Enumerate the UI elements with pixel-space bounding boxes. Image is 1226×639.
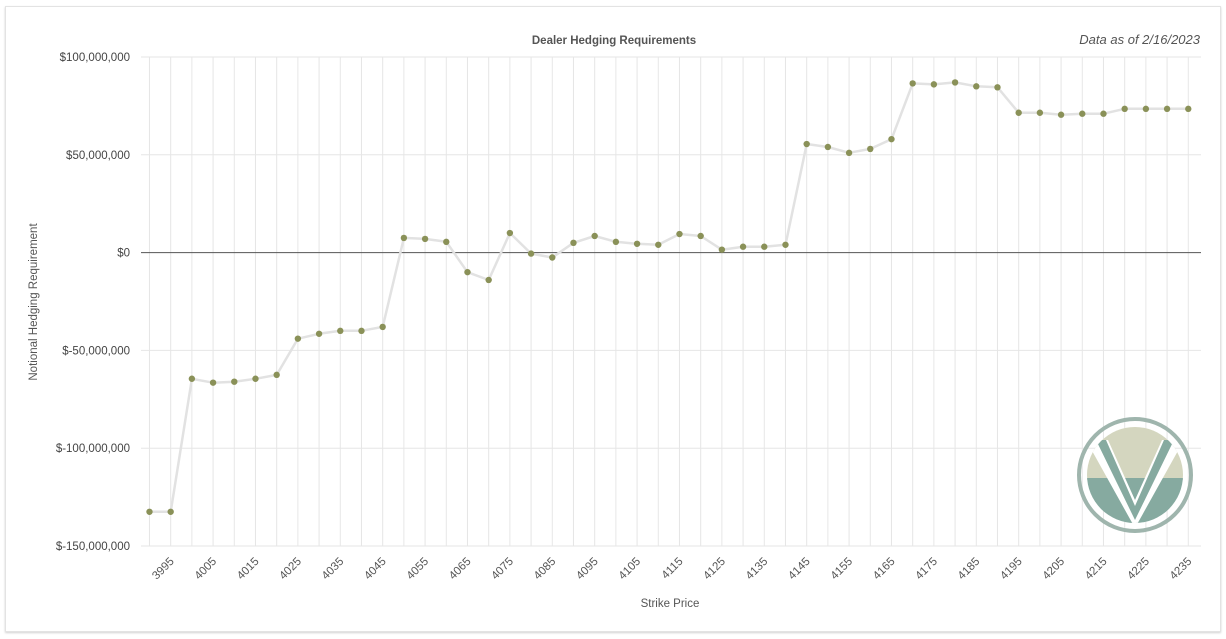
x-axis-ticks: 3995 4005 4015 4025 4035 4045 4055 4065 4075 4085…	[150, 556, 1194, 583]
x-tick-label: 4095	[574, 556, 601, 583]
data-point[interactable]	[1163, 105, 1171, 113]
data-point[interactable]	[1121, 105, 1128, 113]
x-tick-label: 4155	[829, 556, 856, 583]
data-point[interactable]	[1015, 109, 1022, 116]
data-point[interactable]	[655, 241, 662, 248]
y-tick-label: $-50,000,000	[62, 345, 130, 357]
data-point[interactable]	[633, 240, 641, 247]
y-tick-label: $-100,000,000	[56, 443, 130, 455]
data-point[interactable]	[188, 375, 196, 382]
data-point[interactable]	[1185, 105, 1192, 113]
data-point[interactable]	[485, 276, 492, 284]
data-point[interactable]	[379, 323, 386, 331]
x-tick-label: 4135	[744, 556, 771, 583]
x-tick-label: 4085	[532, 556, 559, 583]
x-tick-label: 4205	[1041, 556, 1068, 583]
data-point[interactable]	[782, 241, 789, 248]
x-tick-label: 4045	[362, 556, 389, 583]
checkmark-v-logo-icon	[1077, 417, 1193, 533]
data-point[interactable]	[930, 81, 938, 88]
y-tick-label: $100,000,000	[60, 52, 130, 64]
x-tick-label: 4075	[489, 556, 516, 583]
chart-title: Dealer Hedging Requirements	[532, 35, 696, 47]
data-point[interactable]	[443, 238, 450, 246]
x-tick-label: 3995	[150, 556, 177, 583]
data-point[interactable]	[867, 145, 874, 153]
data-point[interactable]	[231, 378, 238, 385]
x-tick-label: 4165	[871, 556, 898, 583]
data-point[interactable]	[1142, 105, 1150, 113]
data-point[interactable]	[421, 235, 429, 243]
data-point[interactable]	[167, 508, 174, 515]
data-point[interactable]	[718, 246, 726, 253]
data-point[interactable]	[294, 335, 302, 342]
y-tick-label: $0	[117, 248, 130, 260]
data-point[interactable]	[739, 243, 747, 250]
data-point[interactable]	[315, 330, 323, 337]
x-tick-label: 4115	[660, 556, 686, 582]
x-tick-label: 4175	[913, 556, 940, 583]
data-point[interactable]	[400, 234, 408, 242]
x-tick-label: 4145	[786, 556, 813, 583]
data-point[interactable]	[888, 135, 895, 143]
data-point[interactable]	[570, 239, 577, 247]
data-point[interactable]	[761, 243, 768, 250]
data-point[interactable]	[824, 143, 832, 151]
data-point[interactable]	[951, 79, 959, 86]
data-point[interactable]	[1079, 110, 1086, 117]
x-tick-label: 4035	[320, 556, 347, 583]
data-point[interactable]	[337, 327, 344, 335]
x-tick-label: 4005	[193, 556, 220, 583]
y-tick-label: $50,000,000	[66, 150, 130, 162]
data-point[interactable]	[146, 508, 153, 515]
x-tick-label: 4215	[1083, 556, 1110, 583]
data-point[interactable]	[1057, 111, 1065, 118]
series-hedging	[146, 79, 1192, 515]
data-point[interactable]	[845, 149, 853, 157]
data-point[interactable]	[209, 379, 217, 386]
data-as-of-label: Data as of 2/16/2023	[1079, 32, 1200, 47]
data-point[interactable]	[612, 238, 620, 246]
data-point[interactable]	[549, 254, 556, 261]
data-point[interactable]	[1100, 110, 1107, 117]
x-tick-label: 4185	[956, 556, 983, 583]
x-tick-label: 4105	[617, 556, 644, 583]
data-point[interactable]	[803, 140, 810, 148]
y-axis-label: Notional Hedging Requirement	[28, 223, 40, 381]
data-point[interactable]	[464, 268, 471, 276]
y-tick-label: $-150,000,000	[56, 541, 130, 553]
x-tick-label: 4055	[405, 556, 432, 583]
data-point[interactable]	[676, 230, 683, 238]
data-point[interactable]	[273, 371, 280, 379]
x-axis-label: Strike Price	[641, 598, 700, 610]
data-point[interactable]	[994, 84, 1001, 91]
data-point[interactable]	[973, 83, 980, 90]
grid-lines	[141, 56, 1201, 547]
data-point[interactable]	[506, 229, 514, 237]
data-point[interactable]	[527, 250, 535, 257]
data-point[interactable]	[1036, 109, 1044, 116]
data-point[interactable]	[909, 80, 916, 87]
data-point[interactable]	[697, 232, 704, 240]
y-axis-ticks: $100,000,000 $50,000,000 $0 $-50,000,000 $-1…	[56, 52, 130, 553]
x-tick-label: 4195	[998, 556, 1025, 583]
x-tick-label: 4235	[1168, 556, 1195, 583]
data-point[interactable]	[358, 327, 365, 335]
data-point[interactable]	[252, 375, 259, 382]
series-line	[149, 81, 1189, 514]
x-tick-label: 4125	[701, 556, 728, 583]
x-tick-label: 4025	[277, 556, 304, 583]
x-tick-label: 4225	[1125, 556, 1152, 583]
x-tick-label: 4065	[447, 556, 474, 583]
x-tick-label: 4015	[235, 556, 262, 583]
data-point[interactable]	[591, 232, 598, 240]
